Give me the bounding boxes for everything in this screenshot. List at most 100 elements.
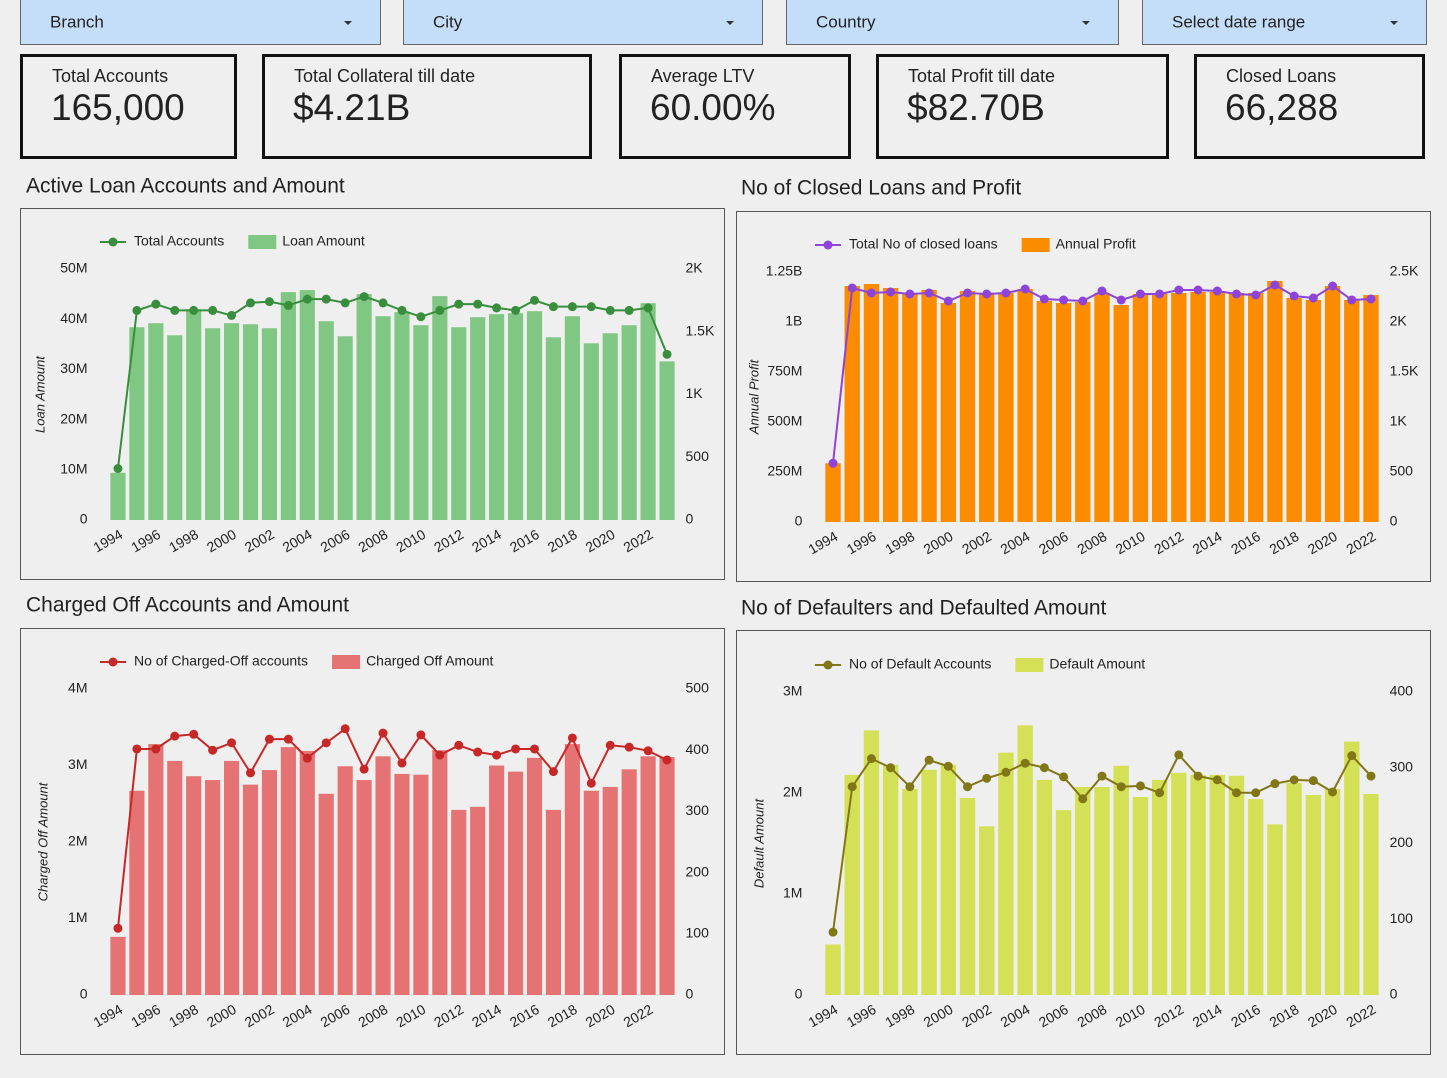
- bar: [148, 323, 164, 520]
- bar: [299, 290, 315, 520]
- filter-dropdown[interactable]: [1142, 0, 1427, 45]
- chart-title: Charged Off Accounts and Amount: [26, 594, 349, 617]
- line-point: [1155, 289, 1165, 299]
- kpi-card: [876, 54, 1169, 159]
- bar: [1363, 295, 1379, 522]
- bar: [1324, 286, 1341, 522]
- bar: [299, 750, 315, 995]
- legend-dot: [823, 660, 833, 670]
- y-tick-label: 1B: [785, 313, 802, 329]
- bar: [602, 786, 618, 995]
- line-point: [924, 288, 934, 298]
- line-point: [416, 312, 426, 322]
- bar: [110, 472, 126, 520]
- bar: [1151, 293, 1168, 522]
- bar: [129, 790, 145, 995]
- line-point: [264, 734, 274, 744]
- line-point: [982, 773, 992, 783]
- bar: [1055, 810, 1072, 995]
- legend-dot: [108, 657, 118, 667]
- y2-tick-label: 300: [1390, 758, 1414, 774]
- line-point: [1078, 794, 1088, 804]
- bar: [526, 311, 543, 520]
- line-point: [905, 782, 915, 792]
- bar: [621, 325, 637, 520]
- line-point: [511, 744, 521, 754]
- bar: [659, 361, 675, 520]
- legend-label: Total No of closed loans: [849, 236, 998, 252]
- y2-tick-label: 100: [1390, 910, 1414, 926]
- bar: [863, 284, 880, 522]
- bar: [205, 328, 221, 520]
- chart-title: No of Closed Loans and Profit: [741, 177, 1021, 200]
- line-point: [866, 754, 876, 764]
- filter-dropdown[interactable]: [786, 0, 1119, 45]
- line-point: [302, 294, 312, 304]
- line-point: [1059, 772, 1069, 782]
- bar: [979, 293, 995, 522]
- line-point: [1039, 294, 1049, 304]
- bar: [1267, 824, 1283, 995]
- y-tick-label: 2M: [783, 784, 802, 800]
- kpi-value: $82.70B: [907, 87, 1045, 128]
- y2-tick-label: 200: [686, 863, 710, 879]
- filter-label: City: [433, 12, 463, 31]
- bar: [394, 773, 410, 995]
- line-point: [246, 768, 255, 778]
- y-tick-label: 0: [80, 986, 88, 1002]
- line-point: [624, 305, 634, 315]
- bar: [1267, 281, 1283, 522]
- bar: [959, 798, 976, 995]
- line-point: [208, 305, 218, 315]
- filter-dropdown[interactable]: [20, 0, 381, 45]
- legend-swatch: [1021, 238, 1050, 252]
- line-point: [605, 305, 615, 315]
- bar: [1113, 765, 1129, 995]
- line-point: [1231, 289, 1241, 299]
- line-point: [905, 289, 915, 299]
- line-point: [454, 299, 464, 309]
- bar: [902, 293, 918, 522]
- line-point: [943, 296, 953, 306]
- line-point: [189, 305, 199, 315]
- bar: [844, 774, 860, 995]
- bar: [1017, 725, 1033, 995]
- bar: [470, 317, 486, 520]
- line-point: [132, 744, 142, 754]
- bar: [205, 780, 221, 995]
- line-point: [1116, 782, 1126, 792]
- line-point: [1193, 771, 1203, 781]
- line-point: [643, 746, 653, 756]
- line-point: [283, 300, 293, 310]
- kpi-value: 165,000: [51, 87, 185, 128]
- y-tick-label: 3M: [68, 756, 87, 772]
- bar: [863, 730, 880, 995]
- line-point: [397, 758, 407, 768]
- line-point: [866, 288, 876, 298]
- bar: [1248, 293, 1264, 522]
- line-point: [321, 738, 331, 748]
- bar: [1305, 795, 1322, 995]
- line-point: [530, 744, 539, 754]
- bar: [470, 806, 486, 995]
- filter-dropdown[interactable]: [403, 0, 763, 45]
- y-axis-title: Charged Off Amount: [35, 781, 50, 901]
- legend-label: Total Accounts: [134, 233, 224, 249]
- bar: [1075, 302, 1091, 522]
- line-point: [511, 305, 521, 315]
- bar: [825, 463, 841, 522]
- filter-label: Country: [816, 12, 876, 31]
- bar: [1305, 300, 1322, 522]
- bar: [280, 747, 296, 995]
- line-point: [189, 729, 199, 739]
- legend-label: Charged Off Amount: [366, 653, 493, 669]
- line-point: [1135, 781, 1145, 791]
- bar: [545, 337, 562, 520]
- line-point: [132, 305, 142, 315]
- y-tick-label: 30M: [60, 360, 87, 376]
- y2-tick-label: 2K: [686, 260, 704, 276]
- bar: [526, 757, 543, 995]
- legend-label: No of Default Accounts: [849, 656, 991, 672]
- bar: [451, 809, 467, 995]
- line-point: [416, 730, 426, 740]
